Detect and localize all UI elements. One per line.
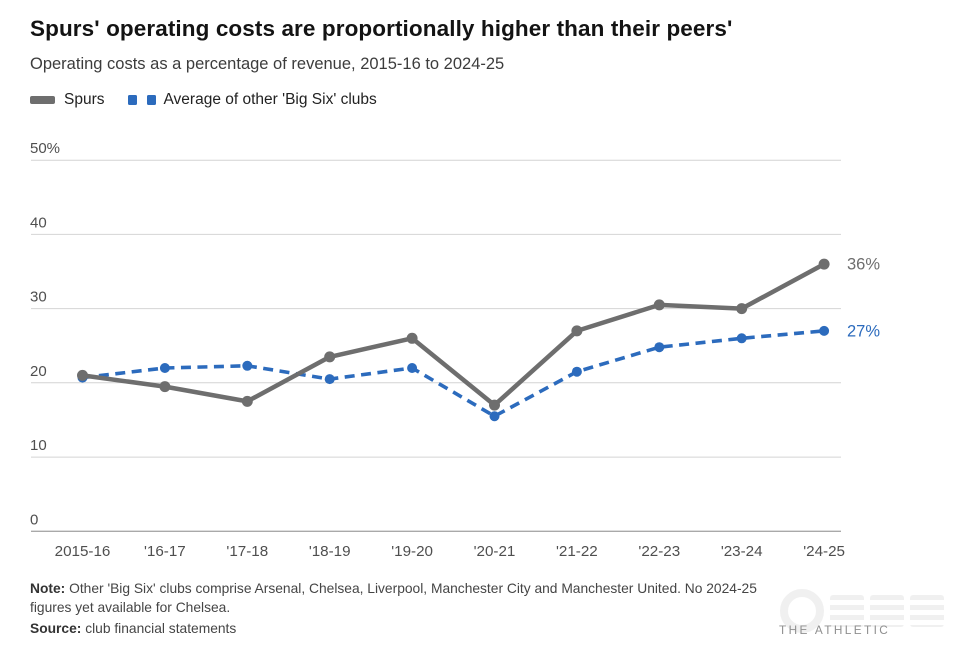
data-point-average [324, 374, 335, 385]
y-tick-label: 0 [30, 511, 38, 528]
end-value-label-average: 27% [847, 322, 880, 340]
x-tick-label: 2015-16 [55, 543, 111, 560]
data-point-spurs [571, 325, 583, 337]
data-point-spurs [241, 395, 253, 407]
legend-label-average: Average of other 'Big Six' clubs [163, 91, 377, 108]
data-point-average [407, 363, 418, 373]
series-line-spurs [82, 262, 826, 408]
x-tick-label: '22-23 [638, 543, 680, 560]
data-point-average [736, 333, 747, 344]
y-tick-label: 50% [30, 140, 60, 157]
x-tick-label: '21-22 [556, 543, 598, 560]
legend-label-spurs: Spurs [64, 91, 105, 108]
dash-segment [146, 95, 156, 105]
y-tick-label: 10 [30, 437, 47, 454]
data-point-spurs [406, 332, 418, 344]
note-label: Note: [30, 581, 66, 596]
dash-segment [127, 95, 137, 105]
x-tick-label: '19-20 [391, 543, 433, 560]
data-point-average [571, 366, 582, 377]
note-text: Other 'Big Six' clubs comprise Arsenal, … [30, 581, 757, 615]
data-point-spurs [818, 258, 830, 270]
data-point-average [654, 342, 665, 353]
data-point-spurs [324, 351, 336, 363]
spurs-line-swatch [30, 96, 55, 104]
the-athletic-logo: THE ATHLETIC [779, 623, 891, 637]
chart-source: Source: club financial statements [30, 621, 236, 636]
data-point-spurs [489, 399, 500, 411]
data-point-spurs [159, 381, 171, 393]
data-point-spurs [77, 369, 88, 381]
x-tick-label: '17-18 [226, 543, 268, 560]
legend: Spurs Average of other 'Big Six' clubs [30, 91, 377, 109]
data-point-average [242, 360, 253, 371]
data-point-spurs [736, 303, 748, 315]
data-point-average [489, 411, 500, 422]
y-tick-label: 30 [30, 289, 47, 306]
x-tick-label: '24-25 [803, 543, 845, 560]
end-value-label-spurs: 36% [847, 256, 880, 274]
x-tick-label: '16-17 [144, 543, 186, 560]
chart-subtitle: Operating costs as a percentage of reven… [30, 55, 505, 73]
legend-item-spurs: Spurs [30, 91, 105, 109]
source-text: club financial statements [81, 621, 237, 636]
x-tick-label: '20-21 [474, 543, 516, 560]
series-line-average [82, 329, 825, 418]
y-tick-label: 40 [30, 214, 47, 231]
line-chart: 50% 40 30 20 10 0 2015-16 '16-17 '17-18 '18-19 '19… [30, 140, 880, 560]
source-label: Source: [30, 621, 82, 636]
data-point-average [819, 325, 830, 336]
y-tick-label: 20 [30, 363, 47, 380]
average-dash-swatch [127, 95, 156, 105]
x-tick-label: '18-19 [309, 543, 351, 560]
legend-item-average: Average of other 'Big Six' clubs [127, 91, 377, 109]
x-tick-label: '23-24 [721, 543, 763, 560]
chart-title: Spurs' operating costs are proportionall… [30, 16, 733, 41]
data-point-average [159, 363, 170, 373]
watermark-glyph [910, 595, 944, 627]
chart-note: Note: Other 'Big Six' clubs comprise Ars… [30, 580, 782, 617]
data-point-spurs [653, 299, 665, 311]
